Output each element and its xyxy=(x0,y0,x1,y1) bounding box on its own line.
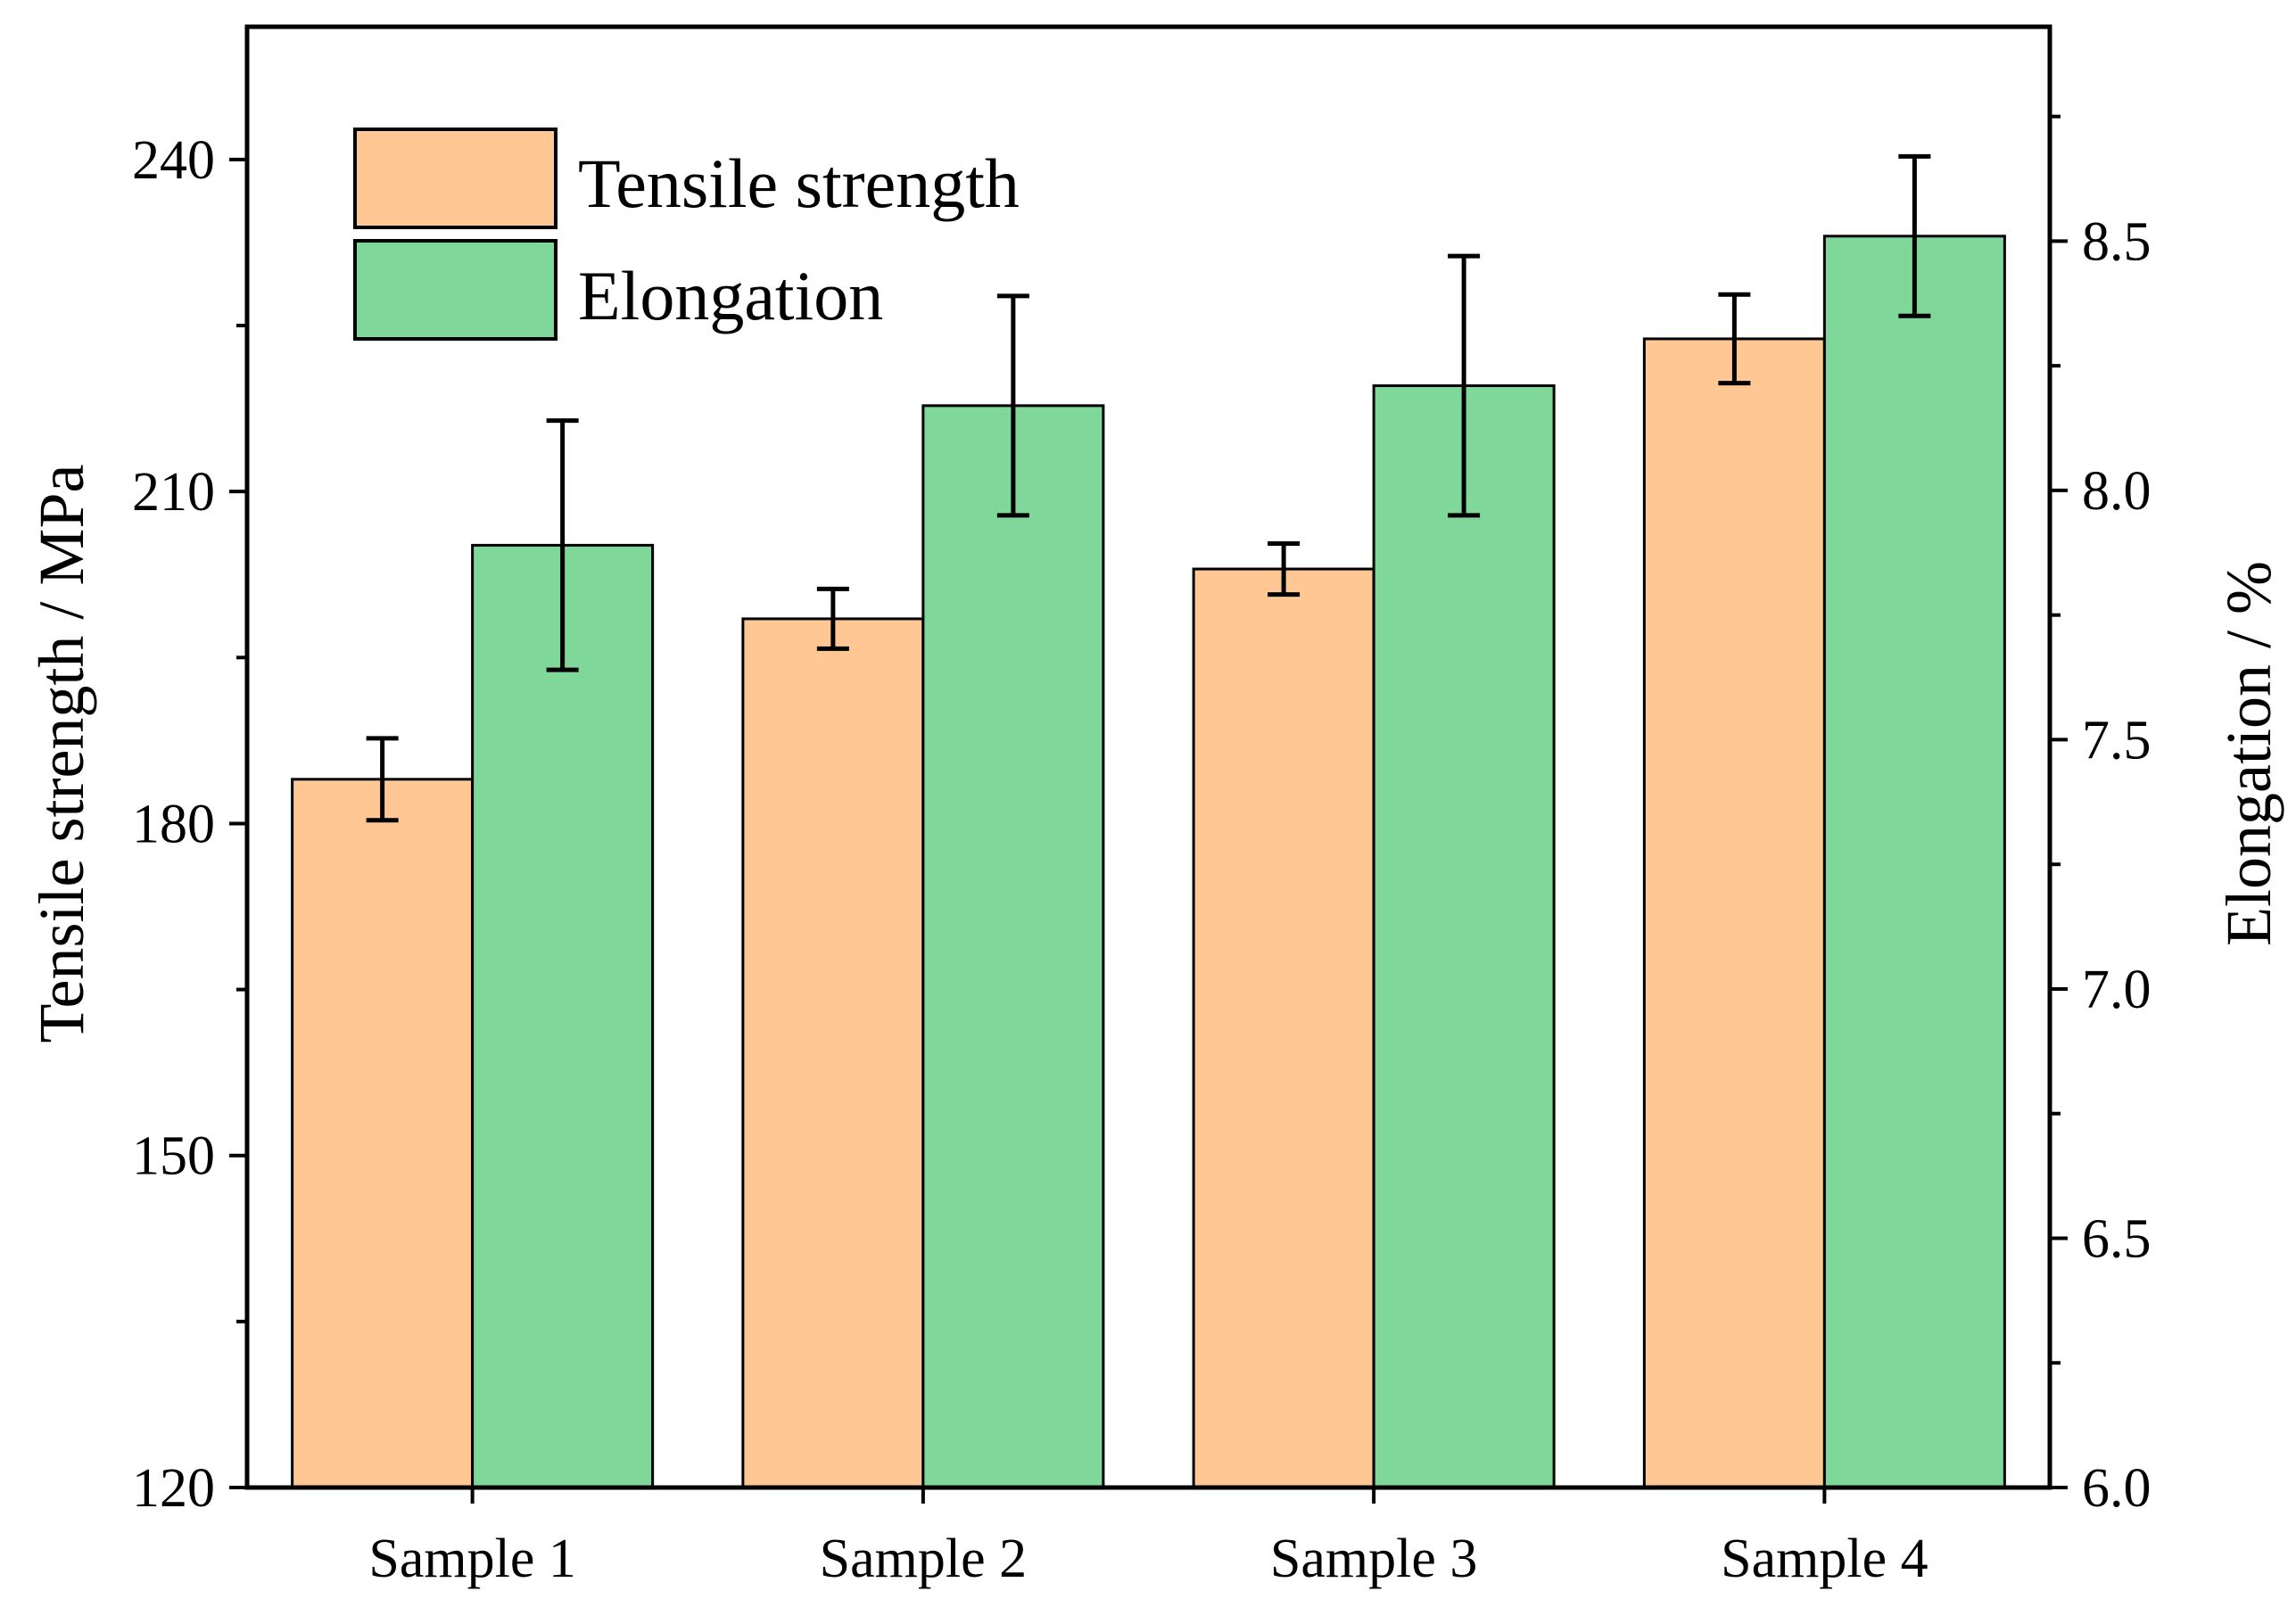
legend-label-elongation: Elongation xyxy=(578,257,883,334)
error-bar-tensile-strength-sample-2 xyxy=(816,586,849,651)
error-bar-tensile-strength-sample-1 xyxy=(366,736,399,823)
bars-layer xyxy=(291,235,2006,1489)
y-axis-right-title: Elongation / % xyxy=(2213,561,2284,946)
y-right-tick-label-7-5: 7.5 xyxy=(2082,710,2151,771)
y-right-tick-label-7: 7.0 xyxy=(2082,960,2151,1020)
legend-swatch-elongation xyxy=(353,239,557,341)
y-axis-left-title: Tensile strength / MPa xyxy=(26,465,97,1043)
bar-tensile-strength-sample-2 xyxy=(741,617,925,1489)
y-right-tick-label-6-5: 6.5 xyxy=(2082,1208,2151,1269)
y-right-tick-label-8: 8.0 xyxy=(2082,461,2151,522)
y-left-tick-label-210: 210 xyxy=(132,462,215,523)
bar-elongation-sample-2 xyxy=(921,404,1105,1489)
error-bar-tensile-strength-sample-3 xyxy=(1268,541,1301,598)
axes-layer: Sample 1 Sample 2 Sample 3 Sample 4 120 150 18… xyxy=(132,24,2151,1589)
error-bar-elongation-sample-1 xyxy=(546,418,579,672)
y-left-tick-label-240: 240 xyxy=(132,130,215,191)
plot-frame xyxy=(244,24,2052,1490)
legend-swatch-tensile-strength xyxy=(353,128,557,229)
bar-tensile-strength-sample-3 xyxy=(1192,567,1375,1489)
error-bars-layer xyxy=(366,153,1931,823)
bar-tensile-strength-sample-4 xyxy=(1642,337,1826,1489)
x-tick-label-sample-2: Sample 2 xyxy=(820,1529,1027,1589)
bar-tensile-strength-sample-1 xyxy=(291,778,475,1489)
y-right-tick-label-8-5: 8.5 xyxy=(2082,211,2151,272)
legend: Tensile strength Elongation xyxy=(353,128,1020,341)
legend-label-tensile-strength: Tensile strength xyxy=(578,144,1020,222)
error-bar-elongation-sample-3 xyxy=(1448,253,1481,518)
error-bar-elongation-sample-2 xyxy=(996,293,1029,518)
bar-elongation-sample-1 xyxy=(471,543,655,1489)
x-tick-label-sample-4: Sample 4 xyxy=(1721,1529,1928,1589)
x-tick-label-sample-3: Sample 3 xyxy=(1270,1529,1477,1589)
y-left-tick-label-150: 150 xyxy=(132,1126,215,1187)
x-tick-label-sample-1: Sample 1 xyxy=(368,1529,575,1589)
bar-elongation-sample-3 xyxy=(1372,384,1556,1489)
y-left-tick-label-180: 180 xyxy=(132,794,215,854)
bar-elongation-sample-4 xyxy=(1822,235,2006,1489)
y-left-tick-label-120: 120 xyxy=(132,1458,215,1519)
error-bar-tensile-strength-sample-4 xyxy=(1718,292,1751,386)
y-right-tick-label-6: 6.0 xyxy=(2082,1458,2151,1519)
error-bar-elongation-sample-4 xyxy=(1898,153,1931,318)
